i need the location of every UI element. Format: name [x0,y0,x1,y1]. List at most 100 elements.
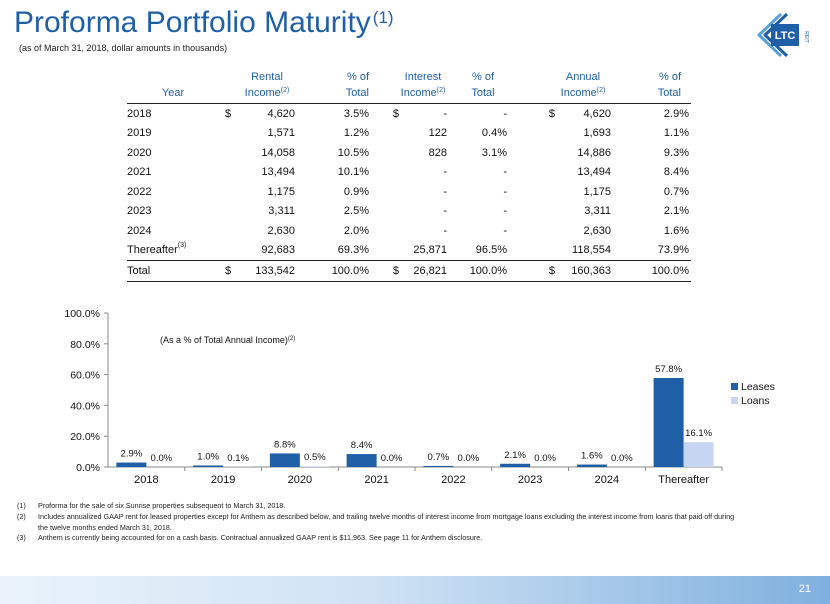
table-row: 2019 1,571 1.2% 122 0.4% 1,693 1.1% [127,124,691,144]
cell-rental-sym [219,124,239,144]
cell-annual-income: 1,175 [583,185,611,198]
page-number: 21 [798,583,811,595]
title-footnote-ref: (1) [372,8,394,27]
cell-annual-pct: 8.4% [663,166,689,179]
cell-annual-sym [519,143,555,163]
cell-rental-income: 1,175 [267,185,295,198]
cell-rental-income: 13,494 [261,166,295,179]
table-row: 2024 2,630 2.0% - - 2,630 1.6% [127,221,691,241]
cell-annual-sym [519,182,555,202]
cell-interest-pct: - [503,205,507,218]
cell-annual-pct: 73.9% [657,244,689,257]
cell-interest-income: - [443,107,447,120]
cell-interest-sym: $ [375,260,399,282]
chart-annotation-text: (As a % of Total Annual Income) [160,335,288,345]
cell-interest-income: - [443,224,447,237]
col-header-annual-income: Annual Income(2) [555,67,611,104]
cell-rental-income: 1,571 [267,127,295,140]
cell-rental-income: 14,058 [261,146,295,159]
footnote-number: (1) [17,501,26,510]
data-label-leases: 57.8% [655,364,682,375]
cell-interest-sym [375,163,399,183]
page-subtitle: (as of March 31, 2018, dollar amounts in… [19,43,228,53]
cell-rental-income: 3,311 [268,205,295,218]
cell-annual-pct: 2.9% [663,107,689,120]
cell-interest-income: 26,821 [399,260,447,282]
cell-interest-pct: 96.5% [475,244,507,257]
data-label-leases: 1.0% [197,451,219,462]
cell-interest-sym [375,124,399,144]
cell-interest-sym: $ [392,107,399,120]
cell-rental-sym [219,241,239,261]
cell-annual-sym [519,221,555,241]
cell-annual-income: 13,494 [577,166,611,179]
cell-annual-pct: 1.1% [663,127,689,140]
cell-annual-sym: $ [548,107,555,120]
chart-annotation-note: (2) [288,336,295,342]
data-label-loans: 0.5% [304,452,326,463]
table-row: 2023 3,311 2.5% - - 3,311 2.1% [127,202,691,222]
data-label-loans: 0.0% [458,453,480,464]
cell-rental-pct: 3.5% [343,107,369,120]
col-header-interest-pct: % of Total [447,67,519,104]
data-label-loans: 0.0% [534,453,556,464]
cell-annual-income: 3,311 [584,205,611,218]
table-row: 2020 14,058 10.5% 828 3.1% 14,886 9.3% [127,143,691,163]
col-header-interest-income: Interest Income(2) [399,67,447,104]
data-label-leases: 8.8% [274,439,296,450]
cell-rental-pct: 10.1% [337,166,369,179]
legend-swatch-leases [731,383,738,390]
title-text: Proforma Portfolio Maturity [14,6,371,39]
cell-rental-sym [219,202,239,222]
data-label-leases: 2.1% [504,450,526,461]
logo-subtext: REIT [803,31,809,42]
maturity-chart: 0.0% 20.0% 40.0% 60.0% 80.0% 100.0% 2018 2.9% 0.… [64,308,774,486]
bar-leases [116,462,147,467]
bar-leases [346,454,377,467]
logo-text: LTC [775,30,796,42]
y-tick-label: 80.0% [70,339,100,351]
col-header-year: Year [127,67,219,104]
x-tick-label: 2020 [288,474,312,486]
cell-annual-sym [519,202,555,222]
data-label-loans: 0.0% [381,453,403,464]
cell-year: Thereafter(3) [127,242,187,257]
cell-interest-pct: 3.1% [481,146,507,159]
data-label-loans: 0.0% [611,453,633,464]
footnote-text: Anthem is currently being accounted for … [38,533,483,543]
cell-rental-income: 4,620 [267,107,295,120]
maturity-table: Year Rental Income(2) % of Total Interest I… [127,67,691,282]
footnote-number: (2) [17,511,26,521]
cell-rental-sym: $ [225,107,232,120]
bar-leases [423,465,454,467]
cell-interest-income: - [443,185,447,198]
cell-interest-pct: - [503,166,507,179]
table-total-row: Total $133,542 100.0% $26,821 100.0% $160,363… [127,260,691,282]
footnote-number: (3) [17,533,26,543]
y-tick-label: 0.0% [76,462,100,474]
cell-interest-pct: - [503,107,507,120]
cell-rental-pct: 69.3% [337,244,369,257]
bar-loans [299,466,330,467]
x-tick-label: 2022 [441,474,465,486]
table-row: 2022 1,175 0.9% - - 1,175 0.7% [127,182,691,202]
cell-annual-sym: $ [519,260,555,282]
cell-year: 2024 [127,224,152,237]
cell-interest-pct: 0.4% [481,127,507,140]
cell-interest-sym [375,202,399,222]
cell-rental-sym [219,221,239,241]
cell-annual-income: 4,620 [583,107,611,120]
cell-annual-sym [519,124,555,144]
cell-year: 2022 [127,185,152,198]
data-label-leases: 0.7% [428,452,450,463]
cell-annual-income: 118,554 [572,244,611,257]
cell-interest-sym [375,143,399,163]
y-tick-label: 20.0% [70,431,100,443]
cell-rental-sym [219,143,239,163]
data-label-loans: 16.1% [685,428,712,439]
cell-annual-income: 1,693 [583,127,611,140]
cell-year: 2019 [127,127,152,140]
table-header-row: Year Rental Income(2) % of Total Interest I… [127,67,691,104]
cell-year: 2021 [127,166,152,179]
bar-leases [269,453,300,467]
